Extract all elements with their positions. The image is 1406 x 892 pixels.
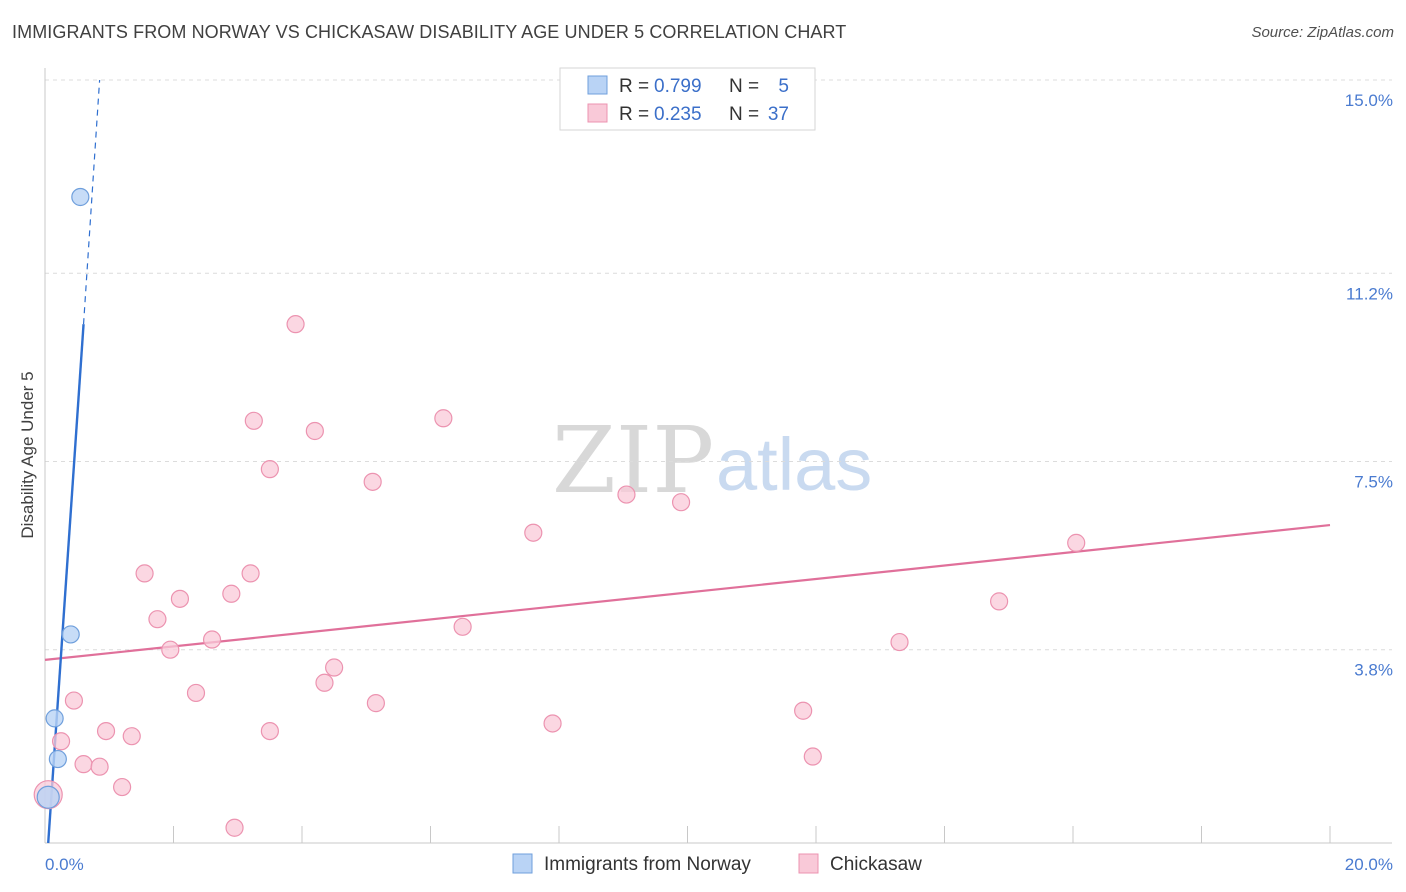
point-chickasaw-33 — [803, 747, 822, 766]
series-legend: Immigrants from Norway Chickasaw — [512, 853, 922, 875]
point-chickasaw-7 — [122, 727, 141, 746]
point-chickasaw-36 — [1067, 533, 1086, 552]
point-chickasaw-10 — [161, 640, 180, 659]
point-chickasaw-9 — [148, 610, 167, 629]
bottom-legend-label-chickasaw: Chickasaw — [830, 854, 922, 875]
point-chickasaw-34 — [890, 632, 909, 652]
x-tick-label-max: 20.0% — [1345, 855, 1393, 874]
trend-line-chickasaw — [44, 523, 1331, 661]
point-chickasaw-17 — [244, 411, 263, 430]
gridlines — [45, 79, 1392, 651]
point-chickasaw-29 — [543, 714, 562, 733]
point-chickasaw-31 — [671, 493, 691, 512]
point-norway-1 — [48, 749, 67, 769]
scatter-points — [33, 187, 1086, 837]
point-chickasaw-23 — [325, 658, 344, 677]
bottom-legend-swatch-chickasaw — [798, 853, 819, 874]
point-chickasaw-15 — [225, 818, 244, 837]
y-tick-label-3: 15.0% — [1345, 91, 1393, 110]
legend-n-value-norway: 5 — [778, 76, 789, 97]
y-axis-label: Disability Age Under 5 — [18, 371, 37, 538]
legend-r-value-chickasaw: 0.235 — [654, 104, 702, 125]
legend-r-label-norway: R = — [619, 76, 649, 97]
legend-r-label-chickasaw: R = — [619, 104, 649, 125]
trend-line-norway-extension — [82, 79, 101, 325]
point-chickasaw-12 — [186, 683, 206, 703]
bottom-legend-swatch-norway — [512, 853, 533, 874]
stats-legend: R = 0.799 N = 5 R = 0.235 N = 37 — [559, 67, 816, 131]
point-chickasaw-35 — [990, 592, 1009, 611]
legend-n-label-chickasaw: N = — [729, 104, 759, 125]
legend-swatch-norway — [587, 75, 608, 95]
point-chickasaw-24 — [363, 472, 382, 491]
y-tick-label-0: 3.8% — [1354, 661, 1393, 680]
legend-r-value-norway: 0.799 — [654, 76, 702, 97]
point-chickasaw-32 — [794, 701, 813, 720]
point-chickasaw-16 — [241, 564, 260, 583]
point-chickasaw-4 — [90, 757, 109, 776]
x-tick-label-min: 0.0% — [45, 855, 84, 874]
point-chickasaw-3 — [74, 755, 93, 774]
y-tick-label-2: 11.2% — [1346, 284, 1393, 303]
point-chickasaw-27 — [453, 617, 472, 636]
point-chickasaw-20 — [286, 315, 305, 334]
point-chickasaw-26 — [434, 409, 453, 428]
chart-title: IMMIGRANTS FROM NORWAY VS CHICKASAW DISA… — [12, 22, 847, 42]
point-chickasaw-25 — [366, 694, 385, 713]
point-chickasaw-30 — [617, 485, 636, 504]
point-norway-3 — [61, 625, 80, 644]
point-chickasaw-8 — [135, 564, 154, 583]
legend-n-label-norway: N = — [729, 76, 759, 97]
watermark-atlas: atlas — [716, 423, 872, 506]
y-axis-tick-labels: 3.8% 7.5% 11.2% 15.0% — [1345, 91, 1393, 680]
legend-n-value-chickasaw: 37 — [768, 104, 789, 125]
y-tick-label-1: 7.5% — [1354, 473, 1393, 492]
point-chickasaw-22 — [315, 673, 334, 692]
point-chickasaw-13 — [202, 630, 222, 649]
point-chickasaw-18 — [260, 460, 279, 479]
point-chickasaw-6 — [112, 777, 132, 797]
point-chickasaw-14 — [222, 584, 241, 603]
x-axis-ticks — [173, 826, 1331, 843]
point-norway-4 — [71, 187, 90, 207]
source-label: Source: ZipAtlas.com — [1251, 24, 1394, 41]
point-chickasaw-1 — [51, 732, 71, 751]
point-norway-0 — [36, 785, 60, 809]
point-norway-2 — [45, 709, 64, 728]
point-chickasaw-5 — [96, 721, 116, 741]
legend-swatch-chickasaw — [587, 103, 608, 123]
point-chickasaw-19 — [260, 721, 279, 741]
point-chickasaw-28 — [524, 523, 543, 542]
point-chickasaw-21 — [305, 421, 324, 441]
point-chickasaw-11 — [170, 589, 190, 608]
bottom-legend-label-norway: Immigrants from Norway — [544, 854, 751, 875]
point-chickasaw-2 — [64, 691, 84, 710]
